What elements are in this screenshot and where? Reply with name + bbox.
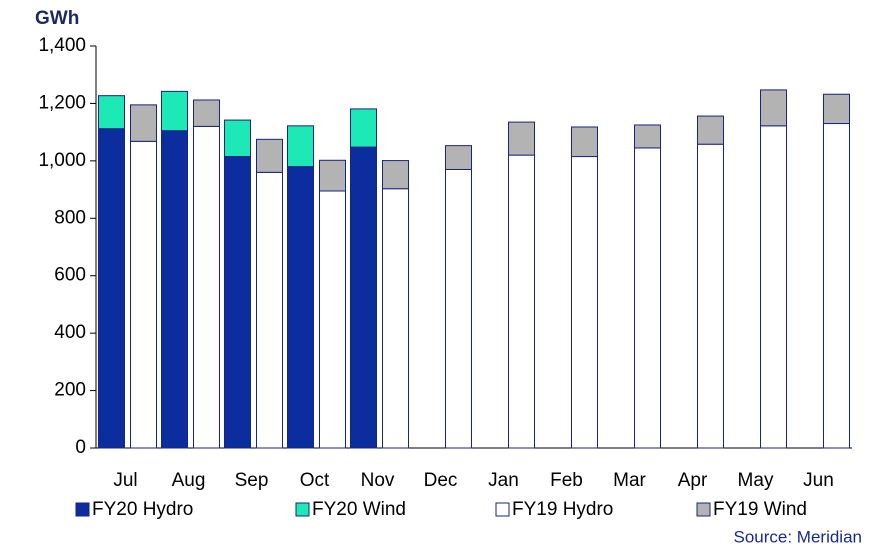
x-tick-label: Aug [172,470,206,491]
y-tick-label: 200 [54,380,86,401]
legend-swatch [696,502,711,517]
bar-segment [98,128,125,449]
x-tick-label: Apr [678,470,708,491]
bar-segment [130,104,157,142]
bar-segment [445,145,472,170]
y-tick-label: 400 [54,322,86,343]
legend-label: FY19 Hydro [512,499,613,520]
y-tick-label: 1,400 [38,35,86,56]
bar-segment [98,95,125,130]
bar-segment [382,188,409,449]
source: Source: Meridian [733,527,862,546]
bar-segment [445,168,472,449]
bar-segment [697,143,724,449]
bar-segment [256,138,283,173]
bar-segment [350,108,377,148]
x-tick-label: Jan [488,470,519,491]
bar-segment [224,156,251,449]
bar-segment [382,160,409,190]
y-tick-label: 0 [75,437,86,458]
legend-swatch [75,502,90,517]
bar-segment [350,146,377,449]
bar-segment [319,159,346,192]
bar-segment [571,126,598,158]
legend-swatch [495,502,510,517]
bar-segment [760,125,787,449]
bar-segment [508,121,535,156]
x-tick-label: Jul [113,470,137,491]
bar-segment [224,119,251,158]
x-tick-label: Sep [235,470,269,491]
y-tick-label: 800 [54,207,86,228]
x-tick-label: Jun [803,470,834,491]
bar-segment [760,89,787,127]
y-tick-label: 600 [54,265,86,286]
legend-swatch [295,502,310,517]
x-tick-label: Mar [613,470,646,491]
bar-segment [823,93,850,125]
bar-segment [508,154,535,449]
bar-segment [319,190,346,449]
legend-label: FY19 Wind [713,499,807,520]
y-axis-label: GWh [35,8,79,29]
bar-segment [161,130,188,449]
bar-segment [697,115,724,145]
bar-segment [571,156,598,449]
bar-segment [161,90,188,132]
bar-segment [193,125,220,449]
legend-label: FY20 Hydro [92,499,193,520]
x-tick-label: May [738,470,774,491]
bar-segment [130,140,157,449]
x-tick-label: Nov [361,470,395,491]
x-tick-label: Feb [550,470,583,491]
x-tick-label: Dec [424,470,458,491]
bar-segment [287,166,314,449]
y-tick-label: 1,000 [38,150,86,171]
bar-segment [634,124,661,149]
bar-segment [634,147,661,449]
bar-segment [287,125,314,168]
legend-label: FY20 Wind [312,499,406,520]
bar-segment [823,123,850,449]
bar-segment [256,171,283,449]
x-tick-label: Oct [300,470,330,491]
y-tick-label: 1,200 [38,92,86,113]
bar-segment [193,99,220,127]
